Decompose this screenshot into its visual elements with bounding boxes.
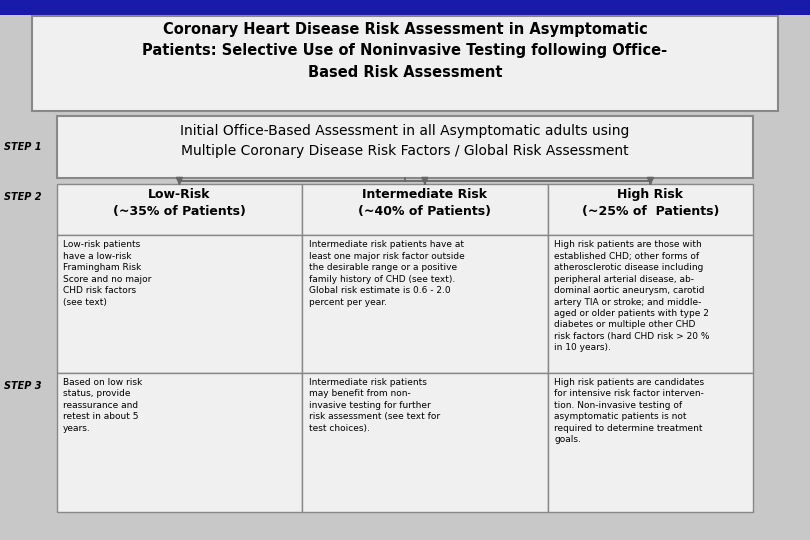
Text: High Risk
(~25% of  Patients): High Risk (~25% of Patients) [582,188,719,218]
Text: Initial Office-Based Assessment in all Asymptomatic adults using
Multiple Corona: Initial Office-Based Assessment in all A… [181,124,629,158]
Text: Intermediate Risk
(~40% of Patients): Intermediate Risk (~40% of Patients) [358,188,492,218]
Bar [0,0,810,15]
Bar [302,184,548,235]
Bar [302,373,548,512]
Text: STEP 3: STEP 3 [4,381,41,391]
Bar [57,184,302,235]
Bar [32,16,778,111]
Text: Intermediate risk patients have at
least one major risk factor outside
the desir: Intermediate risk patients have at least… [309,240,464,307]
Text: High risk patients are those with
established CHD; other forms of
atheroscleroti: High risk patients are those with establ… [554,240,710,353]
Bar [57,116,753,178]
Bar [57,373,302,512]
Text: Low-risk patients
have a low-risk
Framingham Risk
Score and no major
CHD risk fa: Low-risk patients have a low-risk Framin… [63,240,151,307]
Text: Intermediate risk patients
may benefit from non-
invasive testing for further
ri: Intermediate risk patients may benefit f… [309,378,440,433]
Text: Coronary Heart Disease Risk Assessment in Asymptomatic
Patients: Selective Use o: Coronary Heart Disease Risk Assessment i… [143,22,667,80]
Text: Low-Risk
(~35% of Patients): Low-Risk (~35% of Patients) [113,188,246,218]
Bar [302,235,548,373]
Text: STEP 2: STEP 2 [4,192,41,202]
Text: STEP 1: STEP 1 [4,142,41,152]
Bar [548,235,753,373]
Text: Based on low risk
status, provide
reassurance and
retest in about 5
years.: Based on low risk status, provide reassu… [63,378,143,433]
Bar [57,235,302,373]
Bar [548,373,753,512]
Text: High risk patients are candidates
for intensive risk factor interven-
tion. Non-: High risk patients are candidates for in… [554,378,704,444]
Bar [548,184,753,235]
